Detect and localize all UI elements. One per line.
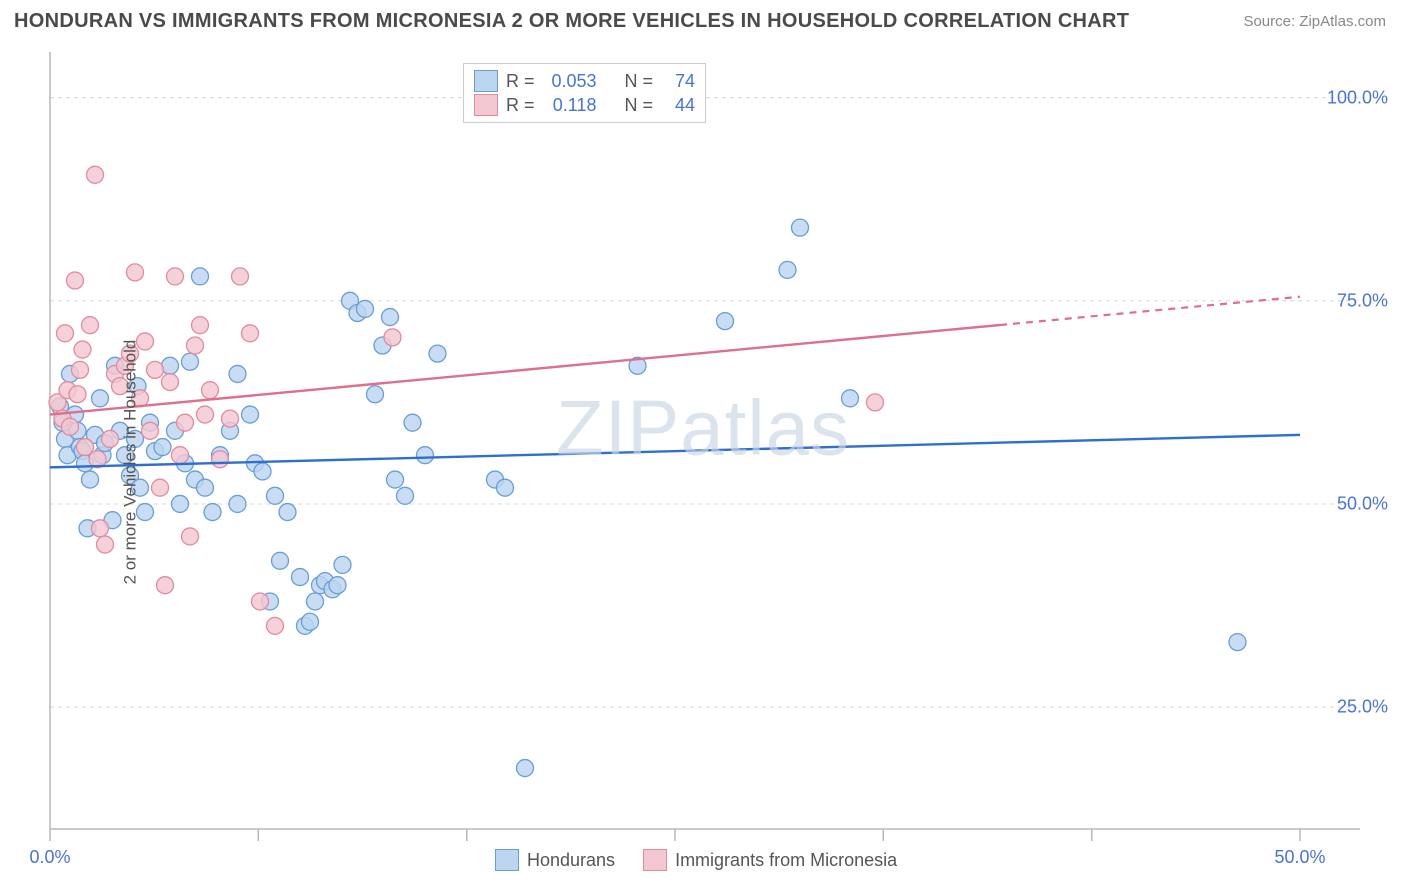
legend-item: Hondurans bbox=[495, 849, 615, 871]
y-tick-label: 75.0% bbox=[1337, 290, 1388, 311]
x-tick-label: 0.0% bbox=[29, 847, 70, 868]
stat-value-n: 74 bbox=[661, 71, 695, 92]
legend-label: Hondurans bbox=[527, 850, 615, 871]
source-attribution: Source: ZipAtlas.com bbox=[1243, 13, 1386, 30]
x-tick-label: 50.0% bbox=[1274, 847, 1325, 868]
y-tick-label: 100.0% bbox=[1327, 87, 1388, 108]
y-axis-label: 2 or more Vehicles in Household bbox=[120, 340, 140, 585]
correlation-stats-box: R = 0.053 N = 74 R = 0.118 N = 44 bbox=[463, 63, 706, 123]
stat-label-n: N = bbox=[625, 95, 654, 116]
y-tick-label: 50.0% bbox=[1337, 493, 1388, 514]
stat-value-r: 0.053 bbox=[543, 71, 597, 92]
stat-value-n: 44 bbox=[661, 95, 695, 116]
stat-label-r: R = bbox=[506, 95, 535, 116]
legend-label: Immigrants from Micronesia bbox=[675, 850, 897, 871]
series-swatch bbox=[474, 70, 498, 92]
chart-title: HONDURAN VS IMMIGRANTS FROM MICRONESIA 2… bbox=[14, 10, 1129, 33]
legend-item: Immigrants from Micronesia bbox=[643, 849, 897, 871]
series-swatch bbox=[643, 849, 667, 871]
series-swatch bbox=[495, 849, 519, 871]
series-swatch bbox=[474, 94, 498, 116]
series-legend: Hondurans Immigrants from Micronesia bbox=[495, 849, 897, 871]
stat-label-n: N = bbox=[625, 71, 654, 92]
chart-area: 2 or more Vehicles in Household ZIPatlas… bbox=[0, 39, 1406, 885]
y-tick-label: 25.0% bbox=[1337, 697, 1388, 718]
stat-label-r: R = bbox=[506, 71, 535, 92]
scatter-chart-svg bbox=[0, 39, 1406, 885]
stats-row: R = 0.053 N = 74 bbox=[474, 70, 695, 92]
stat-value-r: 0.118 bbox=[543, 95, 597, 116]
stats-row: R = 0.118 N = 44 bbox=[474, 94, 695, 116]
